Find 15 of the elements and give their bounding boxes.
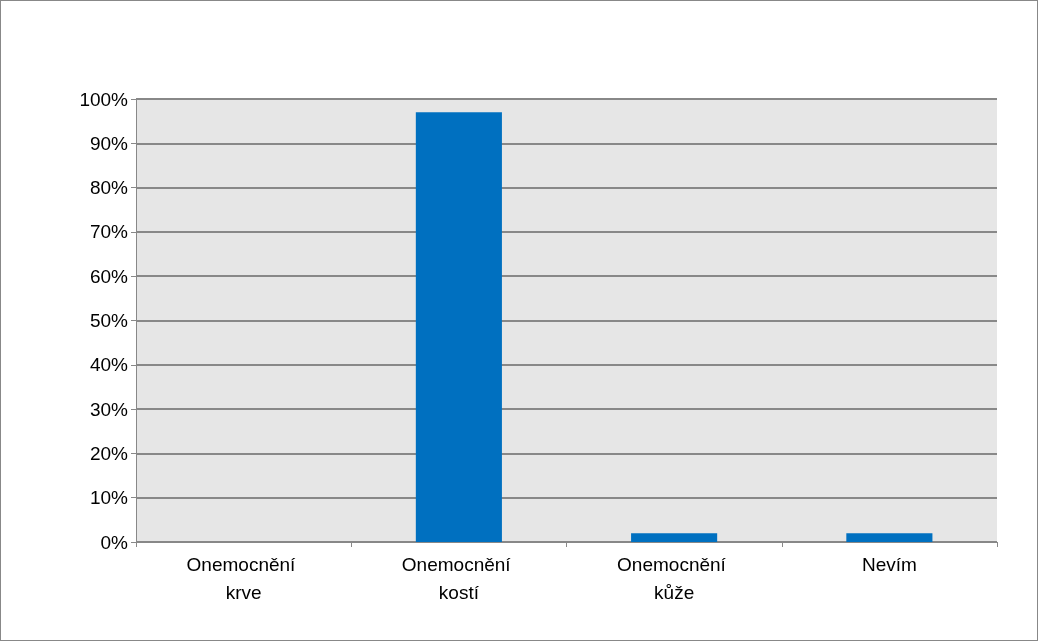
y-tick-label: 90% (89, 132, 129, 154)
y-tick-label: 20% (89, 442, 129, 464)
x-tick-label: Nevím (861, 553, 917, 575)
y-tick-label: 30% (89, 398, 129, 420)
y-tick-label: 0% (100, 531, 129, 553)
y-tick-label: 10% (89, 487, 129, 509)
y-tick-label: 70% (89, 221, 129, 243)
x-tick-label: Onemocnění kůže (617, 553, 732, 603)
y-tick-label: 60% (89, 265, 129, 287)
y-tick-label: 80% (89, 177, 129, 199)
y-tick-label: 50% (89, 310, 129, 331)
x-tick-label: Onemocnění krve (186, 553, 301, 603)
x-tick-label: Onemocnění kostí (401, 553, 516, 603)
y-tick-label: 40% (89, 354, 129, 376)
y-tick-label: 100% (79, 88, 129, 110)
